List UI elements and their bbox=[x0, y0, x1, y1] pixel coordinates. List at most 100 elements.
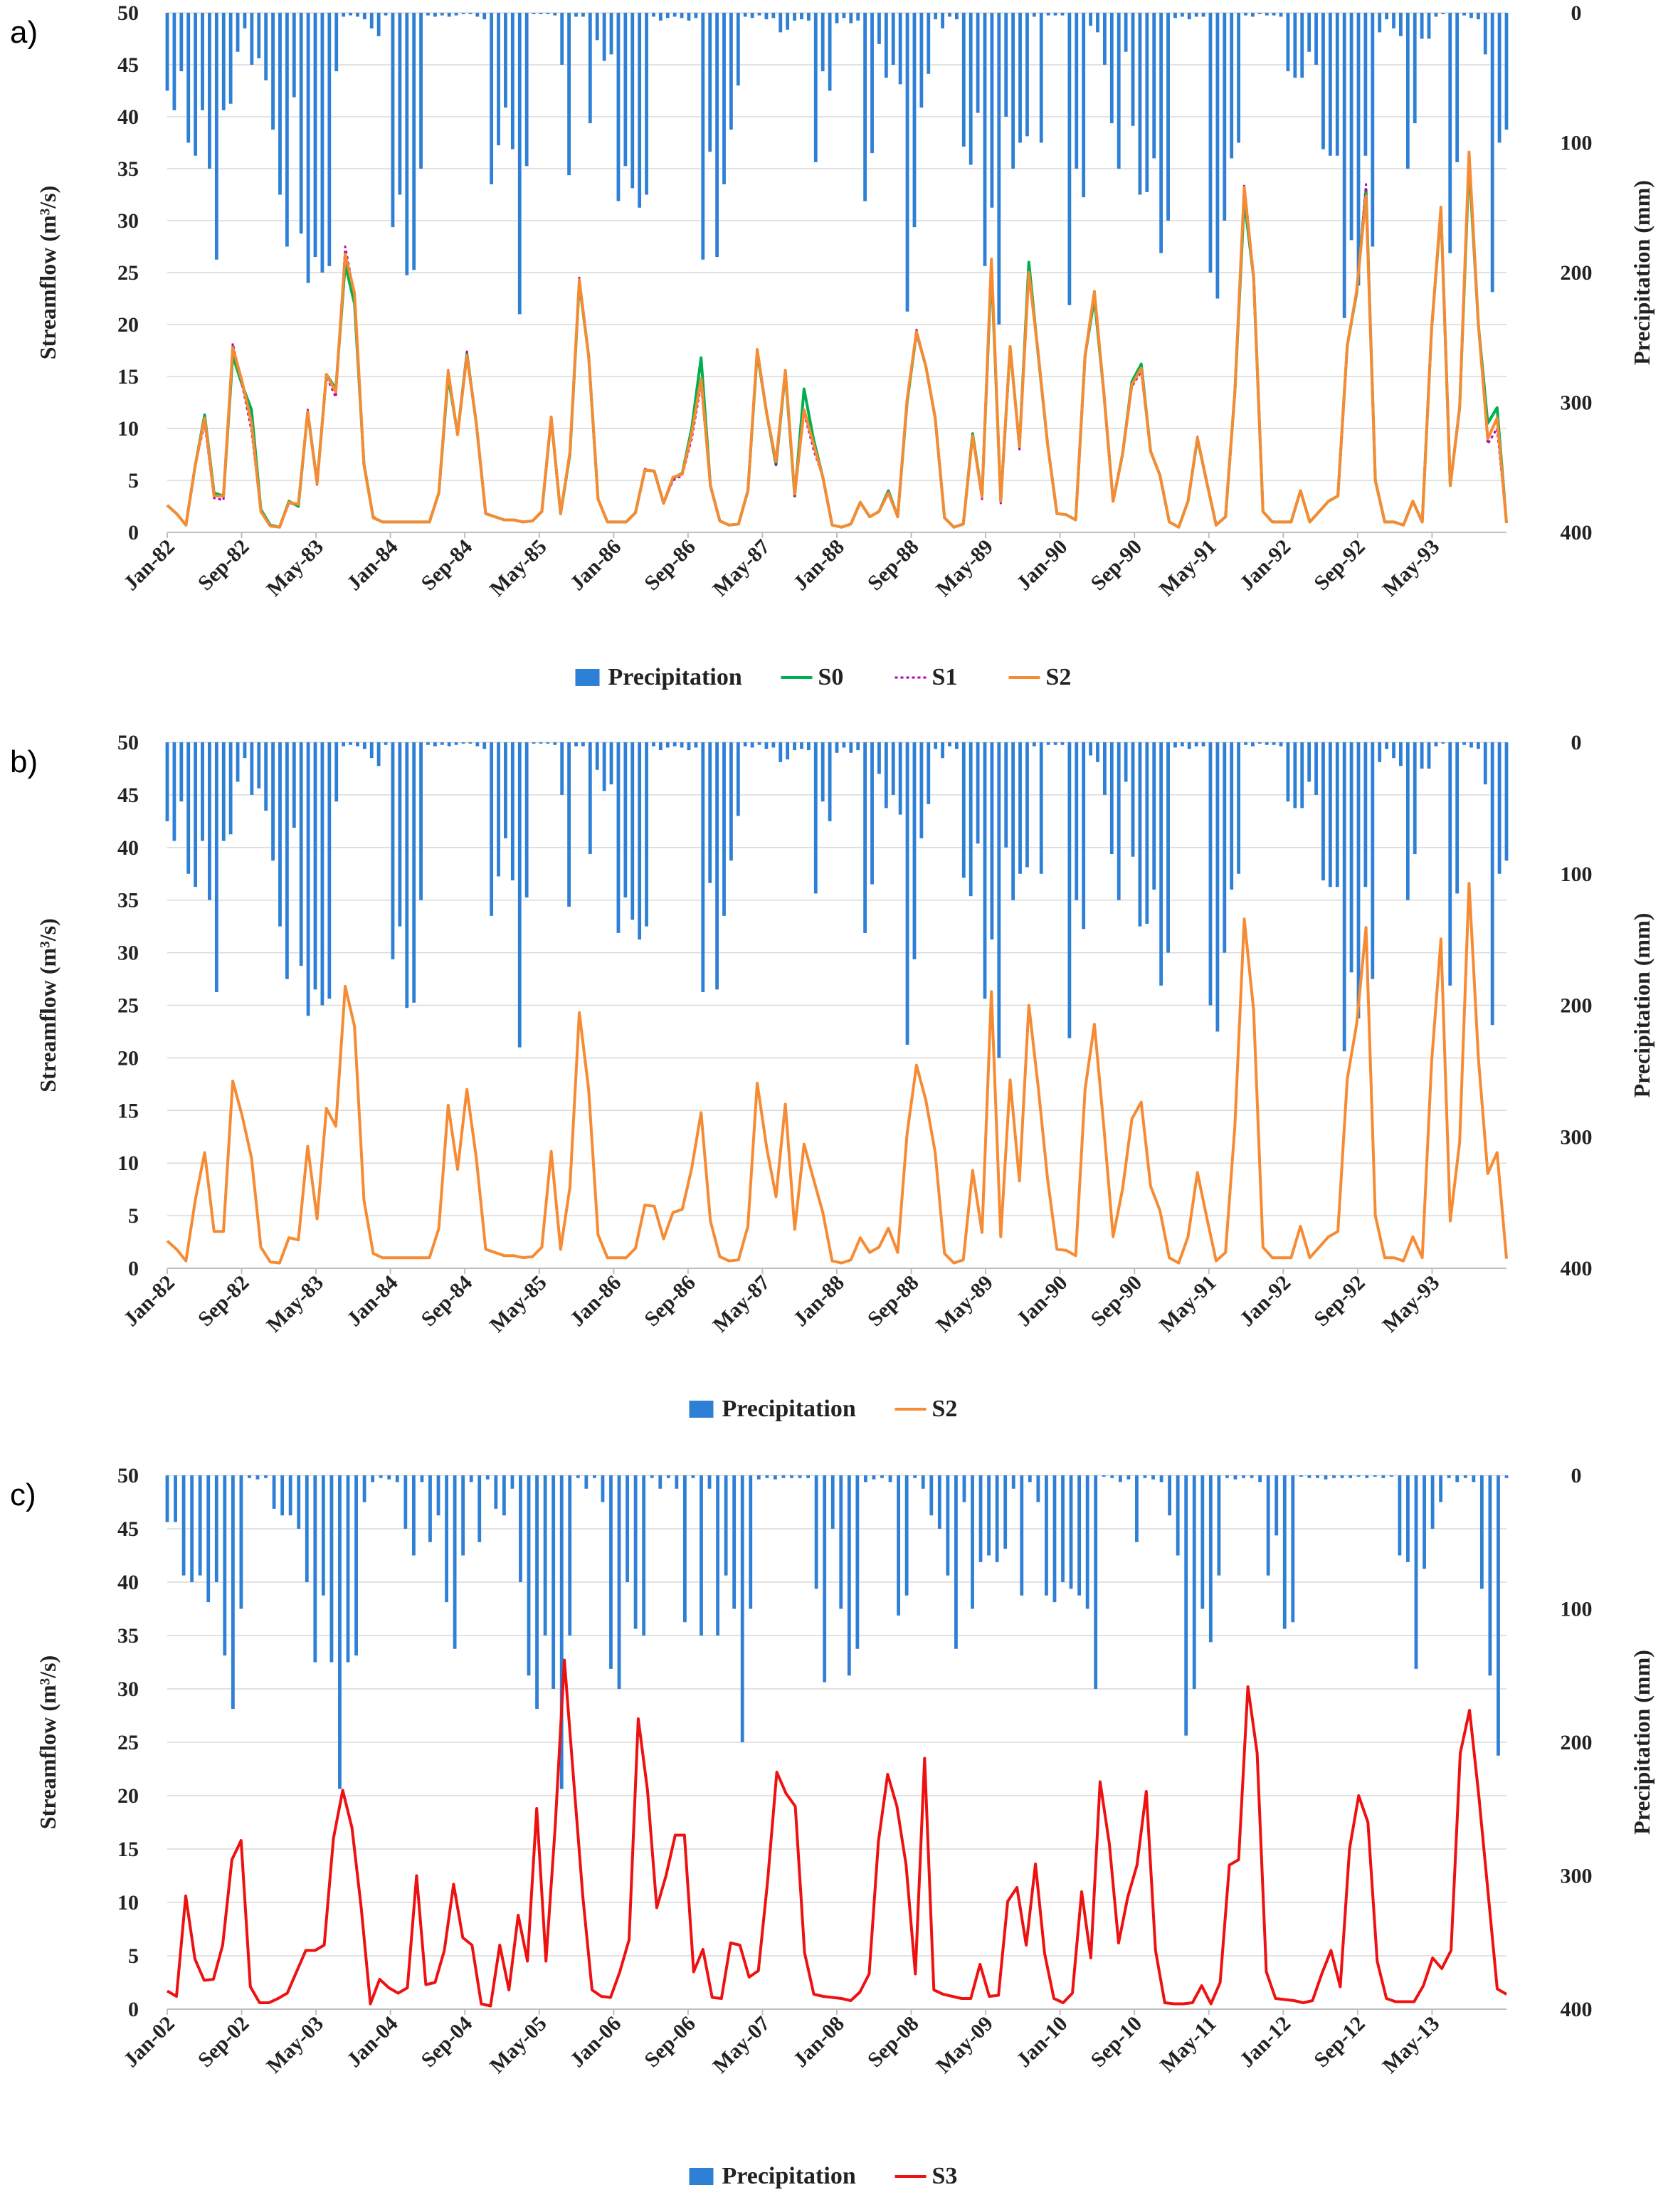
precip-bar bbox=[700, 1475, 703, 1636]
precip-bar bbox=[497, 742, 500, 877]
x-tick-label: Sep-84 bbox=[417, 1271, 477, 1332]
precip-bar bbox=[1371, 13, 1375, 247]
precip-bar bbox=[1233, 1475, 1237, 1480]
precip-bar bbox=[1187, 742, 1191, 749]
y-tick-label: 10 bbox=[117, 1891, 139, 1915]
y-tick-label: 25 bbox=[117, 261, 139, 285]
precip-bar bbox=[280, 1475, 285, 1516]
precip-bar bbox=[320, 13, 324, 273]
legend-label-s1: S1 bbox=[932, 664, 958, 690]
x-tick-label: Sep-90 bbox=[1087, 1271, 1147, 1332]
precip-bar bbox=[680, 13, 684, 19]
y-tick-label: 20 bbox=[117, 1784, 139, 1808]
x-tick-label: Jan-92 bbox=[1235, 1271, 1296, 1332]
precip-bar bbox=[1405, 13, 1410, 169]
precip-bar bbox=[1250, 1475, 1254, 1478]
precip-bar bbox=[1447, 1475, 1451, 1478]
precip-bar bbox=[961, 13, 966, 147]
y2-axis-title: Precipitation (mm) bbox=[1629, 180, 1654, 365]
precip-bar bbox=[292, 742, 296, 828]
y2-tick-label: 100 bbox=[1561, 863, 1593, 886]
precip-bar bbox=[616, 13, 621, 201]
precip-bar bbox=[786, 742, 790, 760]
y-tick-label: 50 bbox=[117, 1, 139, 25]
precip-bar bbox=[830, 1475, 835, 1529]
x-tick-label: Jan-86 bbox=[566, 535, 626, 596]
precip-bar bbox=[299, 13, 303, 234]
legend: Precipitation S2 bbox=[689, 1396, 958, 1422]
precip-bar bbox=[1173, 742, 1177, 748]
precip-bar bbox=[532, 742, 536, 744]
x-tick-label: Sep-08 bbox=[863, 2012, 924, 2073]
precip-bar bbox=[1230, 742, 1234, 890]
x-tick-label: Jan-04 bbox=[342, 2012, 403, 2073]
precip-bar bbox=[433, 13, 437, 17]
precip-bar bbox=[1075, 742, 1079, 900]
precip-bar bbox=[1053, 13, 1057, 16]
precip-bar bbox=[1316, 1475, 1319, 1478]
precip-bar bbox=[790, 1475, 793, 1478]
y2-tick-label: 100 bbox=[1561, 132, 1593, 155]
precip-bar bbox=[354, 1475, 358, 1656]
precip-bar bbox=[913, 1475, 917, 1478]
precip-bar bbox=[327, 13, 332, 266]
precip-bar bbox=[1455, 13, 1460, 162]
precip-bar bbox=[1279, 742, 1283, 747]
y-tick-label: 15 bbox=[117, 365, 139, 389]
precip-bar bbox=[1117, 13, 1121, 169]
precip-bar bbox=[1173, 13, 1177, 19]
precip-bar bbox=[1488, 1475, 1492, 1676]
precip-bar bbox=[701, 742, 705, 993]
precip-bar bbox=[1166, 13, 1170, 221]
precip-bar bbox=[1237, 13, 1240, 143]
precip-bar bbox=[1180, 13, 1184, 17]
precip-bar bbox=[468, 742, 473, 744]
legend-label-s2: S2 bbox=[932, 1396, 958, 1422]
precip-bar bbox=[616, 742, 621, 933]
precip-bar bbox=[419, 13, 423, 169]
precip-bar bbox=[1039, 13, 1043, 143]
precip-bar bbox=[206, 1475, 211, 1603]
x-tick-label: Sep-02 bbox=[194, 2012, 254, 2073]
precip-bar bbox=[502, 1475, 506, 1516]
precip-bar bbox=[517, 742, 522, 1048]
precip-bar bbox=[1455, 742, 1460, 894]
precip-bar bbox=[905, 13, 909, 312]
precip-bar bbox=[1356, 1475, 1361, 1477]
precip-bar bbox=[1082, 742, 1086, 929]
precip-bar bbox=[551, 1475, 556, 1689]
x-tick-label: May-89 bbox=[932, 535, 998, 601]
y-tick-label: 5 bbox=[128, 469, 139, 493]
precip-bar bbox=[786, 13, 790, 30]
precip-bar bbox=[1046, 13, 1050, 16]
legend: Precipitation S0 S1 S2 bbox=[575, 664, 1071, 690]
precip-bar bbox=[395, 1475, 399, 1482]
x-tick-label: May-03 bbox=[262, 2012, 328, 2078]
precip-bar bbox=[929, 1475, 934, 1516]
precip-bar bbox=[1420, 13, 1424, 39]
precip-bar bbox=[1439, 1475, 1443, 1502]
precip-bar bbox=[1286, 13, 1290, 72]
panel-b: b) 0 5 10 15 20 25 30 35 40 45 50 0 100 200 300 400 Strea… bbox=[10, 731, 1654, 1422]
precip-bar bbox=[919, 13, 924, 108]
precip-bar bbox=[1324, 1475, 1328, 1480]
precip-bar bbox=[1504, 742, 1509, 861]
precip-bar bbox=[1413, 13, 1417, 124]
precip-bar bbox=[1131, 742, 1135, 857]
precip-bar bbox=[701, 13, 705, 260]
precip-bar bbox=[877, 13, 881, 44]
x-tick-label: Sep-86 bbox=[640, 535, 700, 596]
precip-bar bbox=[236, 13, 240, 52]
precip-bar bbox=[864, 1475, 867, 1482]
precip-bar bbox=[223, 1475, 227, 1656]
precip-bar bbox=[1504, 1475, 1509, 1478]
precip-bar bbox=[236, 742, 240, 782]
y-tick-label: 15 bbox=[117, 1838, 139, 1861]
precip-bar bbox=[1385, 13, 1389, 20]
precip-bar bbox=[504, 13, 507, 108]
precip-bar bbox=[1405, 742, 1410, 900]
precip-bar bbox=[1085, 1475, 1089, 1609]
precip-bar bbox=[884, 13, 888, 78]
precip-bar bbox=[623, 13, 628, 167]
precip-bar bbox=[1265, 742, 1269, 745]
